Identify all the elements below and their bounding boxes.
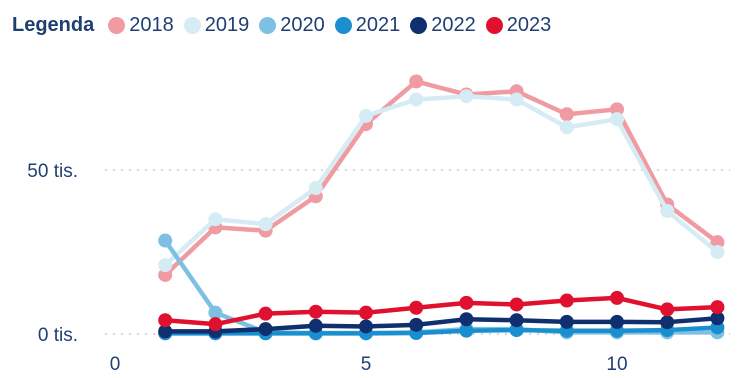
legend-label: 2021	[355, 13, 401, 36]
data-point-2018	[610, 102, 624, 117]
data-point-2019	[359, 108, 373, 123]
series-2023	[158, 290, 725, 332]
legend-item-2019[interactable]: 2019	[183, 13, 250, 37]
data-point-2021	[459, 323, 474, 338]
axis-layer: 0 tis. 50 tis. 0 5 10	[27, 161, 627, 375]
data-point-2023	[509, 297, 524, 312]
data-point-2018	[710, 235, 725, 250]
data-point-2022	[258, 322, 273, 337]
data-point-2019	[409, 92, 424, 107]
data-point-2023	[308, 304, 323, 319]
data-point-2019	[208, 212, 223, 227]
x-tick-label: 5	[361, 354, 372, 375]
data-point-2019	[459, 89, 474, 104]
data-point-2022	[308, 318, 323, 333]
series-line-2018	[163, 79, 719, 277]
legend-label: 2019	[204, 13, 250, 36]
series-line-2023	[165, 295, 718, 327]
series-2019	[158, 89, 725, 273]
legend-item-2018[interactable]: 2018	[108, 14, 174, 37]
data-point-2022	[509, 313, 524, 328]
legend-swatch	[334, 16, 352, 34]
legend-item-2021[interactable]: 2021	[334, 13, 401, 37]
data-point-2019	[559, 120, 574, 135]
series-layer	[158, 74, 725, 341]
data-point-2023	[409, 300, 424, 315]
data-point-2019	[258, 217, 273, 232]
x-tick-label: 10	[606, 354, 627, 375]
series-line-2021	[165, 325, 718, 336]
legend-item-2023[interactable]: 2023	[485, 13, 552, 37]
data-point-2019	[610, 112, 624, 127]
data-point-2023	[459, 295, 474, 310]
legend-item-2020[interactable]: 2020	[259, 14, 325, 37]
data-point-2018	[158, 267, 173, 282]
data-point-2018	[409, 74, 424, 89]
data-point-2023	[208, 317, 223, 332]
series-line-2022	[165, 316, 718, 334]
legend-title: Legenda	[12, 13, 95, 36]
series-2022	[158, 311, 725, 339]
data-point-2022	[459, 312, 474, 327]
legend-swatch	[410, 16, 428, 34]
data-point-2019	[660, 204, 675, 218]
series-2018	[158, 74, 725, 282]
data-point-2020	[158, 233, 173, 248]
data-point-2022	[710, 311, 725, 326]
data-point-2022	[559, 314, 574, 329]
data-point-2019	[710, 245, 725, 259]
legend-swatch	[183, 16, 201, 34]
data-point-2022	[610, 314, 624, 329]
data-point-2023	[610, 290, 624, 305]
data-point-2023	[258, 306, 273, 321]
legend-item-2022[interactable]: 2022	[410, 14, 476, 37]
data-point-2023	[710, 300, 725, 315]
legend-label: 2018	[129, 13, 174, 36]
data-point-2019	[509, 92, 524, 107]
data-point-2020	[208, 305, 223, 320]
data-point-2023	[660, 302, 675, 317]
legend-swatch	[485, 16, 503, 34]
data-point-2018	[559, 107, 574, 122]
legend-items: 2018 2019 2020 2021 2022 2023	[108, 14, 561, 37]
data-point-2022	[660, 315, 675, 330]
data-point-2023	[158, 313, 173, 328]
data-point-2023	[359, 305, 373, 320]
data-point-2022	[359, 319, 373, 334]
y-tick-label: 0 tis.	[38, 325, 78, 346]
data-point-2019	[158, 258, 173, 273]
legend-swatch	[108, 16, 126, 34]
series-line-2019	[163, 93, 719, 267]
data-point-2019	[308, 181, 323, 196]
legend-label: 2023	[506, 13, 552, 36]
data-point-2022	[158, 324, 173, 339]
legend-swatch	[259, 16, 277, 34]
x-tick-label: 0	[110, 354, 121, 375]
legend: Legenda 2018 2019 2020 2021 2022 2023	[12, 12, 561, 38]
legend-label: 2022	[431, 13, 476, 36]
data-point-2022	[409, 317, 424, 332]
data-point-2023	[559, 293, 574, 308]
y-tick-label: 50 tis.	[27, 161, 78, 182]
data-point-2021	[509, 323, 524, 338]
legend-label: 2020	[280, 13, 325, 36]
